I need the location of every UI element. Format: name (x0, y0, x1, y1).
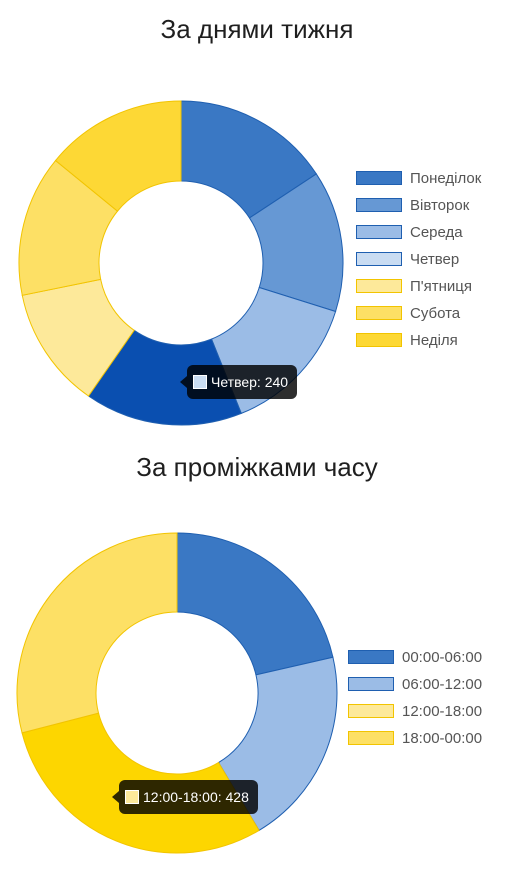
legend-swatch (356, 306, 402, 320)
legend-swatch (356, 252, 402, 266)
legend-swatch (356, 171, 402, 185)
legend-swatch (356, 198, 402, 212)
legend-label: Субота (410, 304, 461, 322)
legend-label: 12:00-18:00 (402, 702, 483, 720)
legend-label: 18:00-00:00 (402, 729, 483, 747)
legend-item[interactable]: Середа (356, 222, 463, 242)
tooltip-swatch (125, 790, 139, 804)
legend-swatch (348, 650, 394, 664)
legend-item[interactable]: 18:00-00:00 (348, 728, 482, 748)
legend-item[interactable]: 12:00-18:00 (348, 701, 482, 721)
slice-18-00-00-00[interactable] (16, 532, 178, 734)
legend-label: 00:00-06:00 (402, 648, 483, 666)
legend-swatch (356, 279, 402, 293)
legend-label: Понеділок (410, 169, 482, 187)
legend-item[interactable]: 00:00-06:00 (348, 647, 482, 667)
legend-label: Вівторок (410, 196, 470, 214)
legend-swatch (356, 333, 402, 347)
legend-item[interactable]: 06:00-12:00 (348, 674, 482, 694)
legend-swatch (348, 731, 394, 745)
slice-неділя[interactable] (54, 100, 182, 212)
slice-понеділок[interactable] (180, 100, 318, 219)
legend-item[interactable]: Вівторок (356, 195, 469, 215)
slice-00-00-06-00[interactable] (176, 532, 334, 676)
legend-swatch (356, 225, 402, 239)
weekday-chart-title: За днями тижня (160, 14, 354, 44)
weekday-tooltip: Четвер: 240 (179, 365, 298, 399)
tooltip-swatch (193, 375, 207, 389)
legend-item[interactable]: П'ятниця (356, 276, 472, 296)
tooltip-label: 12:00-18:00: 428 (143, 789, 249, 805)
legend-swatch (348, 677, 394, 691)
legend-item[interactable]: Четвер (356, 249, 459, 269)
time-range-tooltip: 12:00-18:00: 428 (112, 780, 258, 814)
legend-label: Четвер (410, 250, 460, 268)
legend-swatch (348, 704, 394, 718)
legend-label: П'ятниця (410, 277, 473, 295)
legend-item[interactable]: Неділя (356, 330, 458, 350)
legend-label: Неділя (410, 331, 458, 349)
weekday-donut (18, 100, 344, 426)
legend-item[interactable]: Субота (356, 303, 460, 323)
tooltip-label: Четвер: 240 (211, 374, 289, 390)
weekday-chart: За днями тижня Понеділок Вівторок Середа Че… (0, 0, 514, 440)
slice-четвер[interactable] (87, 329, 242, 426)
legend-item[interactable]: Понеділок (356, 168, 481, 188)
time-range-chart: За проміжками часу 00:00-06:00 06:00-12:0… (0, 440, 514, 890)
legend-label: Середа (410, 223, 463, 241)
time-range-chart-title: За проміжками часу (136, 452, 378, 482)
legend-label: 06:00-12:00 (402, 675, 483, 693)
